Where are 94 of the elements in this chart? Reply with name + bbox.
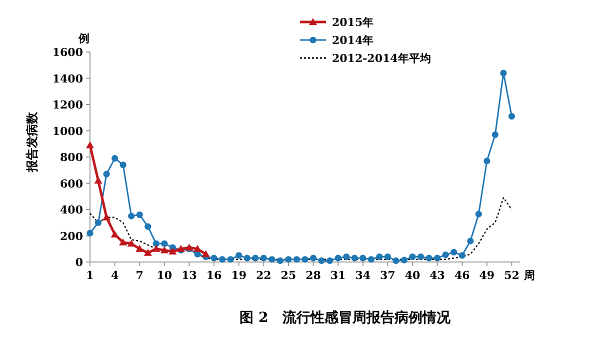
point: [110, 230, 119, 238]
text: 例: [78, 32, 90, 45]
point: [112, 155, 118, 162]
point: [417, 253, 424, 260]
point: [409, 253, 416, 260]
point: [236, 252, 242, 259]
point: [500, 70, 507, 76]
point: [136, 211, 143, 218]
y-tick-label: 0: [75, 256, 84, 269]
y-tick-label: 1600: [52, 46, 84, 59]
x-tick-label: 4: [110, 269, 119, 282]
point: [475, 210, 482, 218]
x-tick-label: 49: [479, 269, 495, 282]
point: [144, 248, 152, 256]
point: [360, 254, 366, 262]
x-tick-label: 7: [136, 269, 144, 282]
point: [302, 256, 308, 263]
x-tick-label: 31: [330, 269, 346, 282]
x-tick-label: 43: [430, 269, 445, 282]
point: [293, 256, 300, 263]
y-tick-label: 600: [60, 177, 84, 190]
point: [120, 162, 126, 168]
point: [136, 244, 144, 252]
point: [400, 256, 408, 264]
point: [161, 240, 168, 247]
y-tick-label: 200: [60, 230, 84, 243]
x-axis-title: 周: [523, 269, 536, 282]
point: [152, 244, 160, 252]
point: [152, 240, 160, 247]
point: [467, 238, 474, 244]
point: [492, 131, 498, 138]
point: [194, 244, 202, 252]
point: [244, 254, 250, 262]
point: [210, 254, 218, 262]
point: [252, 254, 259, 262]
point: [276, 257, 284, 264]
point: [219, 256, 226, 263]
x-tick-label: 16: [206, 269, 222, 282]
point: [442, 251, 449, 258]
point: [343, 253, 350, 260]
point: [334, 254, 342, 262]
point: [128, 212, 135, 220]
x-tick-label: 37: [380, 269, 396, 282]
point: [168, 248, 177, 254]
legend-label: 2012-2014年平均: [332, 52, 431, 65]
x-tick-label: 13: [182, 269, 197, 282]
y-tick-label: 1000: [52, 124, 84, 138]
y-tick-label: 1200: [52, 98, 84, 112]
point: [202, 250, 210, 258]
y-axis-title: 报告发病数: [25, 111, 39, 173]
legend-label: 2014年: [332, 34, 374, 47]
point: [484, 158, 490, 164]
point: [268, 256, 276, 263]
x-tick-label: 46: [454, 269, 470, 282]
point: [434, 254, 441, 262]
x-tick-label: 19: [231, 269, 246, 282]
point: [94, 219, 102, 226]
point: [351, 254, 358, 262]
y-tick-label: 800: [60, 151, 84, 164]
x-tick-label: 10: [156, 269, 172, 282]
point: [426, 254, 432, 262]
x-tick-label: 28: [306, 269, 322, 282]
point: [450, 248, 458, 256]
point: [318, 257, 325, 264]
point: [119, 238, 128, 246]
x-tick-label: 34: [355, 269, 371, 282]
x-tick-label: 22: [256, 269, 272, 282]
point: [86, 141, 94, 148]
text: 图 2 流行性感冒周报告病例情况: [240, 309, 452, 326]
x-tick-label: 40: [404, 269, 420, 282]
point: [227, 256, 234, 263]
point: [508, 113, 516, 120]
y-tick-label: 400: [60, 204, 84, 216]
x-tick-label: 52: [504, 269, 520, 282]
point: [310, 254, 317, 262]
point: [458, 252, 466, 259]
x-tick-label: 25: [280, 269, 296, 282]
legend-label: 2015年: [332, 16, 374, 29]
point: [144, 223, 152, 230]
point: [392, 257, 400, 264]
point: [86, 230, 94, 236]
point: [160, 246, 168, 254]
point: [103, 170, 110, 178]
x-tick-label: 1: [86, 269, 94, 282]
point: [127, 240, 136, 247]
point: [285, 256, 292, 263]
point: [368, 256, 374, 263]
point: [326, 257, 334, 264]
point: [260, 254, 267, 262]
point: [384, 253, 391, 260]
point: [376, 253, 383, 260]
y-tick-label: 1400: [52, 72, 84, 86]
point: [94, 176, 102, 184]
point: [102, 213, 111, 220]
